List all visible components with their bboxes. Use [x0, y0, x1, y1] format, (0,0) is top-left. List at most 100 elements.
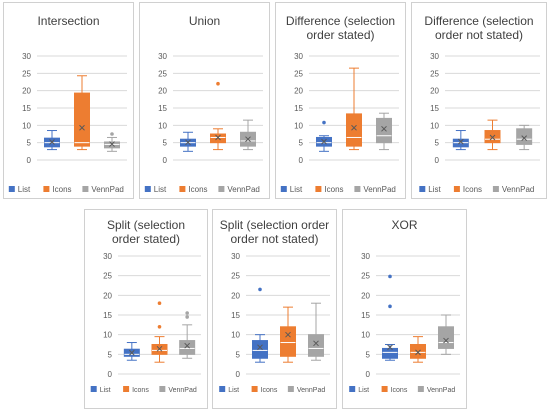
chart-panel-split-stated: Split (selection order stated) 0 5 10 15 20 2…	[84, 209, 208, 409]
y-tick-label: 0	[435, 156, 440, 165]
legend-swatch-icons	[43, 186, 50, 192]
mean-marker	[285, 331, 291, 338]
mean-marker	[351, 124, 357, 131]
legend-label-icons: Icons	[324, 185, 343, 194]
y-tick-label: 10	[430, 121, 439, 130]
y-tick-label: 15	[430, 104, 439, 113]
legend-swatch-list	[280, 186, 287, 192]
legend-label-vennpad: VennPad	[168, 387, 197, 394]
legend-label-icons: Icons	[52, 185, 71, 194]
mean-marker	[381, 125, 387, 132]
box-iqr	[74, 92, 90, 147]
box-iqr	[382, 347, 398, 359]
box-vennpad	[308, 302, 324, 361]
outlier-point	[388, 304, 392, 309]
box-icons	[280, 306, 296, 363]
box-list	[382, 274, 398, 361]
mean-marker	[521, 135, 528, 142]
y-tick-label: 15	[158, 104, 167, 113]
outlier-point	[157, 301, 162, 305]
box-iqr	[252, 340, 268, 359]
y-tick-label: 20	[231, 291, 240, 300]
mean-marker	[109, 141, 115, 147]
outlier-point	[388, 274, 392, 279]
legend-swatch-list	[144, 186, 151, 192]
legend-swatch-icons	[453, 186, 460, 192]
y-tick-label: 0	[236, 370, 241, 379]
box-list	[44, 130, 60, 151]
legend-swatch-vennpad	[159, 386, 166, 392]
legend-label-vennpad: VennPad	[502, 185, 534, 194]
mean-marker	[457, 138, 464, 145]
mean-marker	[185, 139, 191, 146]
mean-marker	[313, 340, 319, 347]
legend-swatch-list	[8, 186, 15, 192]
outlier-point	[185, 315, 189, 319]
chart-panel-intersection: Intersection 0 5 10 15 20 25 30 List Icons VennPa…	[3, 2, 134, 199]
y-tick-label: 15	[361, 311, 370, 320]
y-tick-label: 10	[158, 121, 167, 130]
legend-swatch-icons	[123, 386, 130, 392]
outlier-point	[157, 325, 162, 329]
box-iqr	[210, 133, 226, 144]
mean-marker	[415, 349, 421, 356]
chart-plot: 0 5 10 15 20 25 30 List Icons VennPad	[144, 52, 263, 194]
y-tick-label: 5	[163, 139, 168, 148]
legend-swatch-list	[219, 386, 226, 392]
outlier-point	[322, 120, 326, 125]
chart-panel-difference-not-stated: Difference (selection order not stated) …	[411, 2, 547, 199]
y-tick-label: 20	[430, 87, 439, 96]
legend-swatch-list	[349, 386, 356, 392]
y-tick-label: 15	[22, 104, 31, 113]
legend-label-vennpad: VennPad	[227, 185, 259, 194]
legend-label-vennpad: VennPad	[363, 185, 395, 194]
box-vennpad	[438, 314, 454, 355]
y-tick-label: 5	[366, 350, 371, 359]
y-tick-label: 10	[231, 331, 240, 340]
chart-title: Split (selection order stated)	[106, 218, 186, 246]
y-tick-label: 5	[27, 139, 32, 148]
y-tick-label: 10	[22, 121, 31, 130]
chart-title: Split (selection order order not stated)	[219, 218, 330, 246]
y-tick-label: 20	[361, 291, 370, 300]
box-list	[252, 287, 268, 363]
legend-swatch-vennpad	[287, 386, 294, 392]
box-iqr	[280, 326, 296, 357]
box-iqr	[179, 340, 196, 355]
y-tick-label: 20	[158, 87, 167, 96]
legend-swatch-icons	[179, 186, 186, 192]
y-tick-label: 0	[366, 370, 371, 379]
y-tick-label: 25	[430, 69, 439, 78]
chart-title: Difference (selection order not stated)	[424, 14, 534, 42]
legend-swatch-list	[90, 386, 97, 392]
y-tick-label: 0	[108, 370, 113, 379]
y-tick-label: 30	[158, 52, 167, 61]
legend-label-icons: Icons	[261, 387, 278, 394]
legend-label-icons: Icons	[391, 387, 408, 394]
mean-marker	[489, 134, 496, 141]
mean-marker	[184, 342, 191, 349]
y-tick-label: 25	[158, 69, 167, 78]
box-vennpad	[376, 112, 392, 151]
chart-panel-union: Union 0 5 10 15 20 25 30 List Icons VennPad	[139, 2, 270, 199]
y-tick-label: 25	[22, 69, 31, 78]
y-tick-label: 15	[231, 311, 240, 320]
box-list	[180, 131, 196, 152]
box-vennpad	[179, 311, 196, 359]
legend-label-vennpad: VennPad	[91, 185, 123, 194]
box-vennpad	[104, 132, 120, 152]
y-tick-label: 30	[430, 52, 439, 61]
mean-marker	[387, 344, 393, 351]
legend-swatch-vennpad	[354, 186, 361, 192]
y-tick-label: 25	[103, 272, 112, 281]
chart-plot: 0 5 10 15 20 25 30 List Icons VennPad	[419, 52, 540, 194]
y-tick-label: 30	[231, 252, 240, 261]
y-tick-label: 20	[22, 87, 31, 96]
chart-plot: 0 5 10 15 20 25 30 List Icons VennPad	[8, 52, 127, 194]
box-iqr	[376, 117, 392, 144]
box-vennpad	[240, 119, 256, 151]
legend-swatch-icons	[315, 186, 322, 192]
box-vennpad	[516, 124, 533, 151]
legend-label-icons: Icons	[463, 185, 482, 194]
y-tick-label: 30	[294, 52, 303, 61]
